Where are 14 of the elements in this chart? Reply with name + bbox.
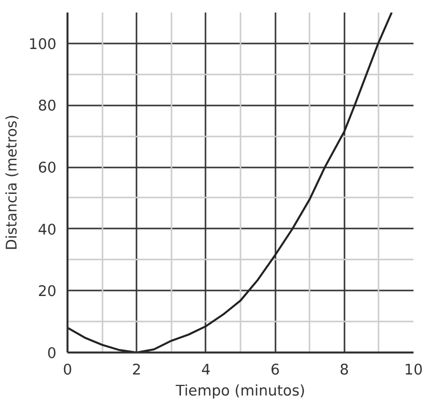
y-tick-label: 0 [47, 345, 57, 362]
x-tick-label: 8 [340, 362, 349, 378]
y-tick-label: 100 [28, 36, 57, 53]
x-tick-label: 10 [404, 362, 423, 378]
y-tick-label: 60 [38, 160, 57, 177]
x-tick-label: 6 [270, 362, 280, 378]
y-axis-title: Distancia (metros) [4, 114, 21, 250]
y-tick-label: 80 [38, 98, 57, 115]
x-tick-label: 4 [201, 362, 211, 378]
y-tick-label: 40 [38, 221, 57, 238]
x-tick-label: 2 [132, 362, 142, 378]
x-axis-title: Tiempo (minutos) [174, 382, 306, 400]
y-tick-label: 20 [38, 283, 57, 300]
x-tick-label: 0 [62, 362, 72, 378]
